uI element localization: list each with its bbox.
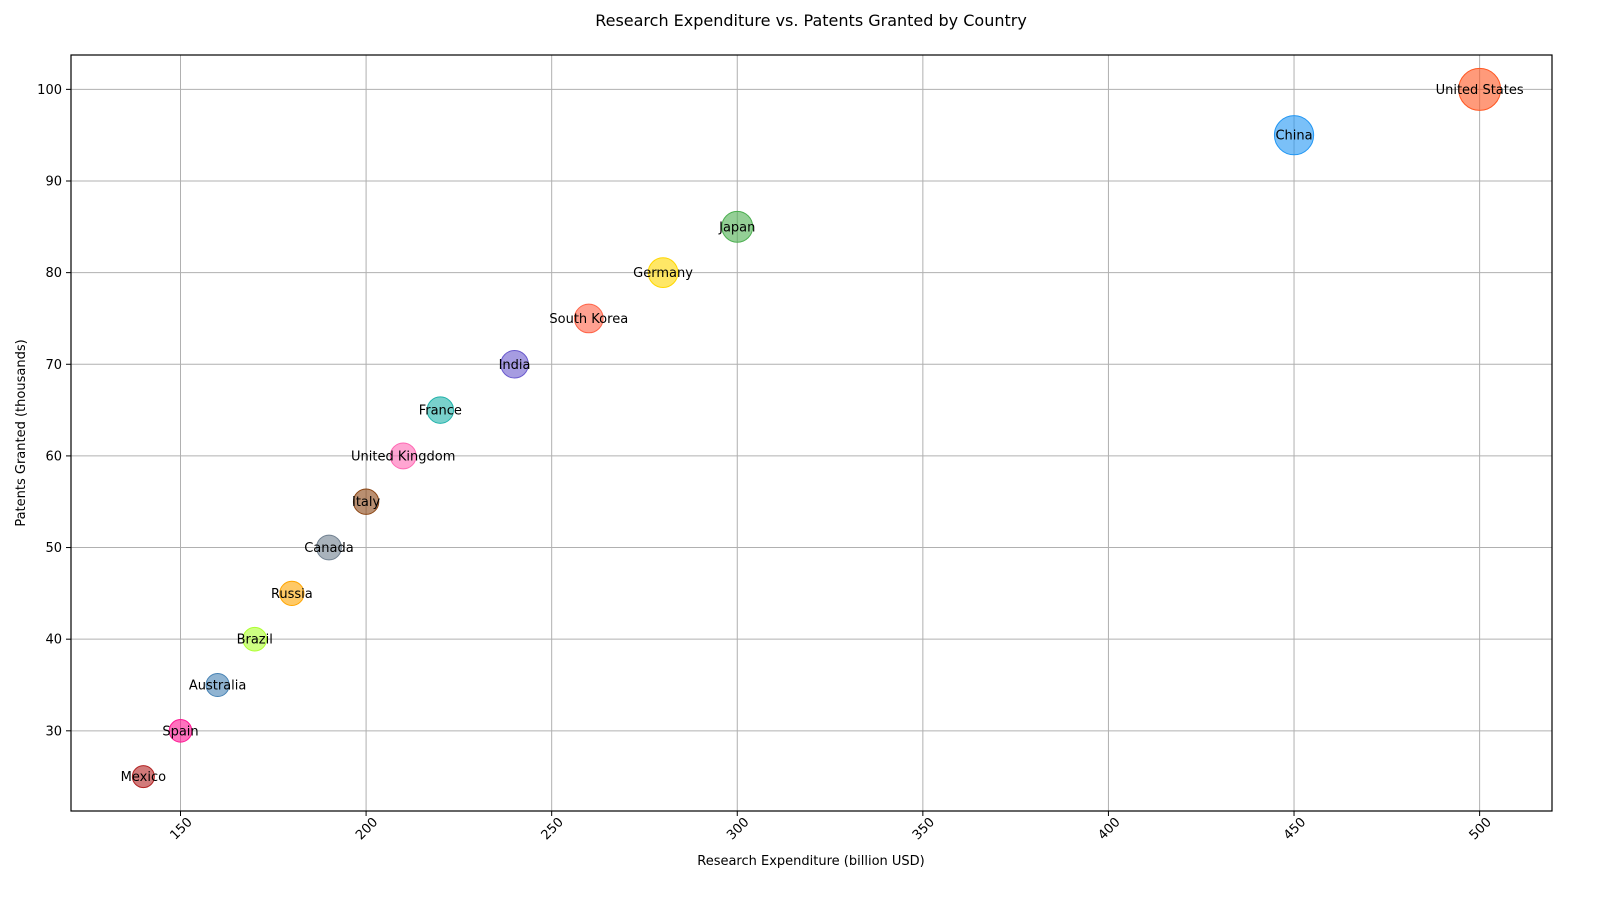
point-label: Russia — [271, 587, 313, 602]
data-point — [131, 765, 155, 789]
point-label: Mexico — [121, 770, 166, 785]
y-tick-label: 90 — [45, 175, 62, 190]
data-point — [242, 626, 268, 652]
y-tick-label: 40 — [45, 633, 62, 648]
data-point — [168, 719, 193, 743]
chart-title: Research Expenditure vs. Patents Granted… — [595, 11, 1027, 30]
y-tick-label: 70 — [45, 358, 62, 373]
x-tick-label: 500 — [1467, 815, 1495, 843]
y-axis: 30 40 50 60 70 80 90 100 — [37, 83, 71, 739]
point-label: South Korea — [549, 312, 628, 327]
data-point — [721, 210, 754, 243]
point-label: Canada — [304, 541, 353, 556]
plot-frame — [70, 54, 1553, 812]
data-point — [316, 534, 342, 561]
data-point — [647, 257, 679, 289]
point-label: China — [1275, 129, 1312, 144]
x-tick-label: 150 — [167, 815, 195, 843]
x-tick-label: 400 — [1095, 815, 1123, 843]
y-tick-label: 50 — [45, 541, 62, 556]
data-point — [279, 580, 305, 606]
point-label: Italy — [352, 495, 381, 510]
data-point — [205, 672, 230, 698]
point-label: Germany — [633, 266, 693, 281]
data-point — [389, 442, 417, 470]
y-tick-label: 100 — [37, 83, 62, 98]
grid — [71, 55, 1552, 811]
data-point — [352, 488, 380, 515]
x-axis: 150 200 250 300 350 400 450 500 — [167, 811, 1495, 843]
data-point — [426, 396, 455, 424]
x-tick-label: 250 — [539, 815, 567, 843]
x-axis-title: Research Expenditure (billion USD) — [697, 854, 925, 869]
point-labels: United States China Japan Germany South Kore… — [121, 83, 1524, 785]
point-label: Australia — [189, 679, 247, 694]
data-point — [573, 303, 604, 334]
x-tick-label: 450 — [1281, 815, 1309, 843]
point-label: United States — [1436, 83, 1524, 98]
data-point — [1458, 67, 1502, 111]
y-tick-label: 80 — [45, 266, 62, 281]
data-point — [500, 349, 529, 379]
point-label: Brazil — [237, 633, 273, 648]
y-tick-label: 30 — [45, 724, 62, 739]
point-label: India — [499, 358, 531, 373]
point-label: Japan — [718, 220, 755, 235]
x-tick-label: 200 — [353, 815, 381, 843]
point-label: Spain — [162, 724, 198, 739]
y-axis-title: Patents Granted (thousands) — [14, 339, 29, 526]
point-label: United Kingdom — [351, 449, 455, 464]
y-tick-label: 60 — [45, 449, 62, 464]
x-tick-label: 300 — [724, 815, 752, 843]
x-tick-label: 350 — [910, 815, 938, 843]
point-label: France — [419, 404, 462, 419]
data-point — [1273, 115, 1315, 156]
data-points — [131, 67, 1502, 789]
